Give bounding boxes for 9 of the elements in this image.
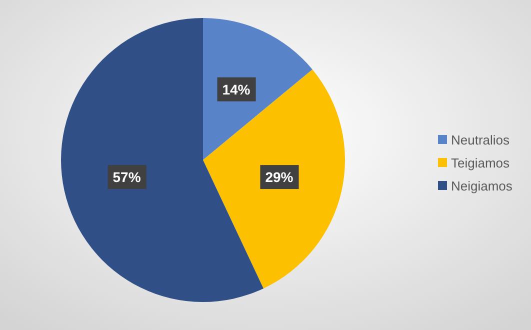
pie-slice [203,69,345,288]
pie-slice [203,18,312,160]
data-label: 14% [222,81,251,98]
legend-label: Teigiamos [451,156,510,170]
data-label: 29% [265,169,294,186]
data-label: 57% [112,169,142,186]
legend-label: Neutralios [451,132,510,148]
legend-label: Neigiamos [451,178,513,194]
pie-slice [61,18,264,302]
